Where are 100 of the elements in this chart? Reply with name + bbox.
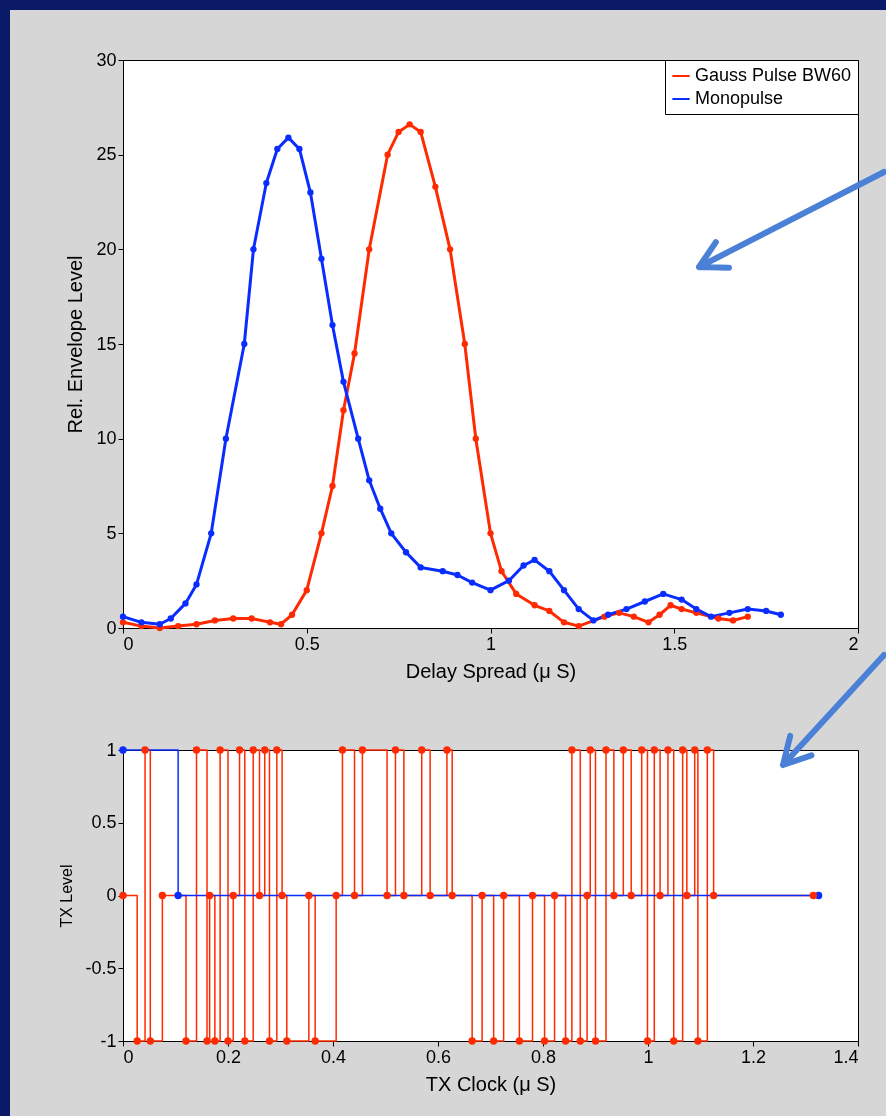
- point: [498, 568, 505, 575]
- point: [660, 590, 667, 598]
- point: [604, 611, 612, 618]
- point: [641, 598, 649, 605]
- point: [472, 435, 479, 442]
- x-tick-label: 0: [123, 1046, 134, 1067]
- point: [167, 615, 174, 622]
- point: [340, 378, 347, 386]
- point: [560, 619, 568, 626]
- point: [487, 586, 494, 594]
- point: [726, 609, 733, 617]
- point: [531, 602, 538, 609]
- point: [667, 602, 674, 609]
- point: [241, 340, 248, 348]
- point: [303, 586, 310, 594]
- point: [417, 564, 424, 571]
- point: [377, 505, 384, 512]
- point: [406, 121, 413, 128]
- x-axis-title: Delay Spread (μ S): [405, 659, 577, 682]
- x-tick-label: 1.2: [740, 1046, 767, 1067]
- point: [531, 556, 538, 563]
- point: [266, 619, 274, 626]
- point: [744, 605, 751, 613]
- point: [208, 530, 215, 537]
- point: [715, 615, 722, 622]
- point: [762, 607, 770, 615]
- point: [193, 621, 200, 628]
- point: [468, 579, 476, 586]
- y-axis-title: TX Level: [58, 864, 76, 928]
- point: [174, 622, 182, 630]
- point: [575, 622, 582, 630]
- y-tick-label: 5: [106, 522, 117, 543]
- point: [211, 617, 219, 624]
- x-tick-label: 0.6: [425, 1046, 452, 1067]
- y-tick-label: 15: [96, 333, 117, 354]
- point: [615, 609, 623, 617]
- point: [729, 617, 737, 624]
- point: [461, 340, 468, 348]
- y-tick-label: -0.5: [85, 957, 117, 978]
- point: [250, 246, 257, 253]
- point: [329, 482, 336, 490]
- point: [182, 600, 189, 607]
- point: [546, 607, 553, 615]
- point: [193, 581, 200, 588]
- point: [623, 605, 630, 613]
- point: [520, 562, 527, 569]
- point: [248, 615, 255, 622]
- point: [329, 321, 336, 329]
- point: [366, 477, 373, 484]
- point: [402, 549, 410, 556]
- y-tick-label: 1: [106, 739, 117, 760]
- point: [366, 246, 373, 253]
- legend-label: Monopulse: [695, 88, 784, 108]
- y-tick-label: 25: [96, 144, 117, 165]
- point: [590, 617, 597, 624]
- point: [630, 613, 637, 620]
- point: [656, 611, 663, 618]
- point: [454, 571, 461, 579]
- point: [546, 568, 553, 575]
- point: [285, 134, 292, 141]
- point: [277, 621, 285, 628]
- x-tick-label: 1.5: [662, 633, 688, 654]
- x-tick-label: 0.5: [294, 633, 320, 654]
- point: [274, 145, 281, 153]
- point: [560, 586, 568, 594]
- x-tick-label: 1: [643, 1046, 654, 1067]
- x-axis-title: TX Clock (μ S): [425, 1072, 557, 1095]
- y-tick-label: 10: [96, 428, 117, 449]
- x-tick-label: 1.4: [833, 1046, 859, 1067]
- point: [263, 179, 270, 187]
- y-tick-label: 0: [106, 617, 117, 638]
- point: [446, 246, 454, 253]
- legend-label: Gauss Pulse BW60: [695, 65, 852, 85]
- y-tick-label: 0.5: [91, 812, 117, 833]
- point: [351, 350, 358, 357]
- point: [439, 568, 446, 575]
- point: [487, 530, 494, 537]
- point: [230, 615, 237, 622]
- point: [318, 530, 325, 537]
- point: [340, 407, 347, 414]
- point: [678, 596, 685, 603]
- point: [744, 613, 751, 620]
- point: [318, 255, 325, 262]
- y-tick-label: 0: [106, 885, 117, 905]
- point: [707, 613, 715, 620]
- point: [505, 577, 513, 584]
- point: [432, 183, 439, 191]
- point: [777, 611, 784, 618]
- point: [307, 189, 314, 196]
- y-tick-label: -1: [100, 1030, 117, 1051]
- point: [693, 605, 700, 613]
- point: [296, 145, 303, 153]
- point: [355, 435, 362, 442]
- x-tick-label: 0.4: [320, 1046, 347, 1067]
- point: [575, 605, 582, 613]
- point: [678, 605, 685, 613]
- point: [513, 590, 520, 598]
- point: [395, 128, 402, 136]
- x-tick-label: 2: [848, 633, 859, 654]
- point: [417, 128, 424, 136]
